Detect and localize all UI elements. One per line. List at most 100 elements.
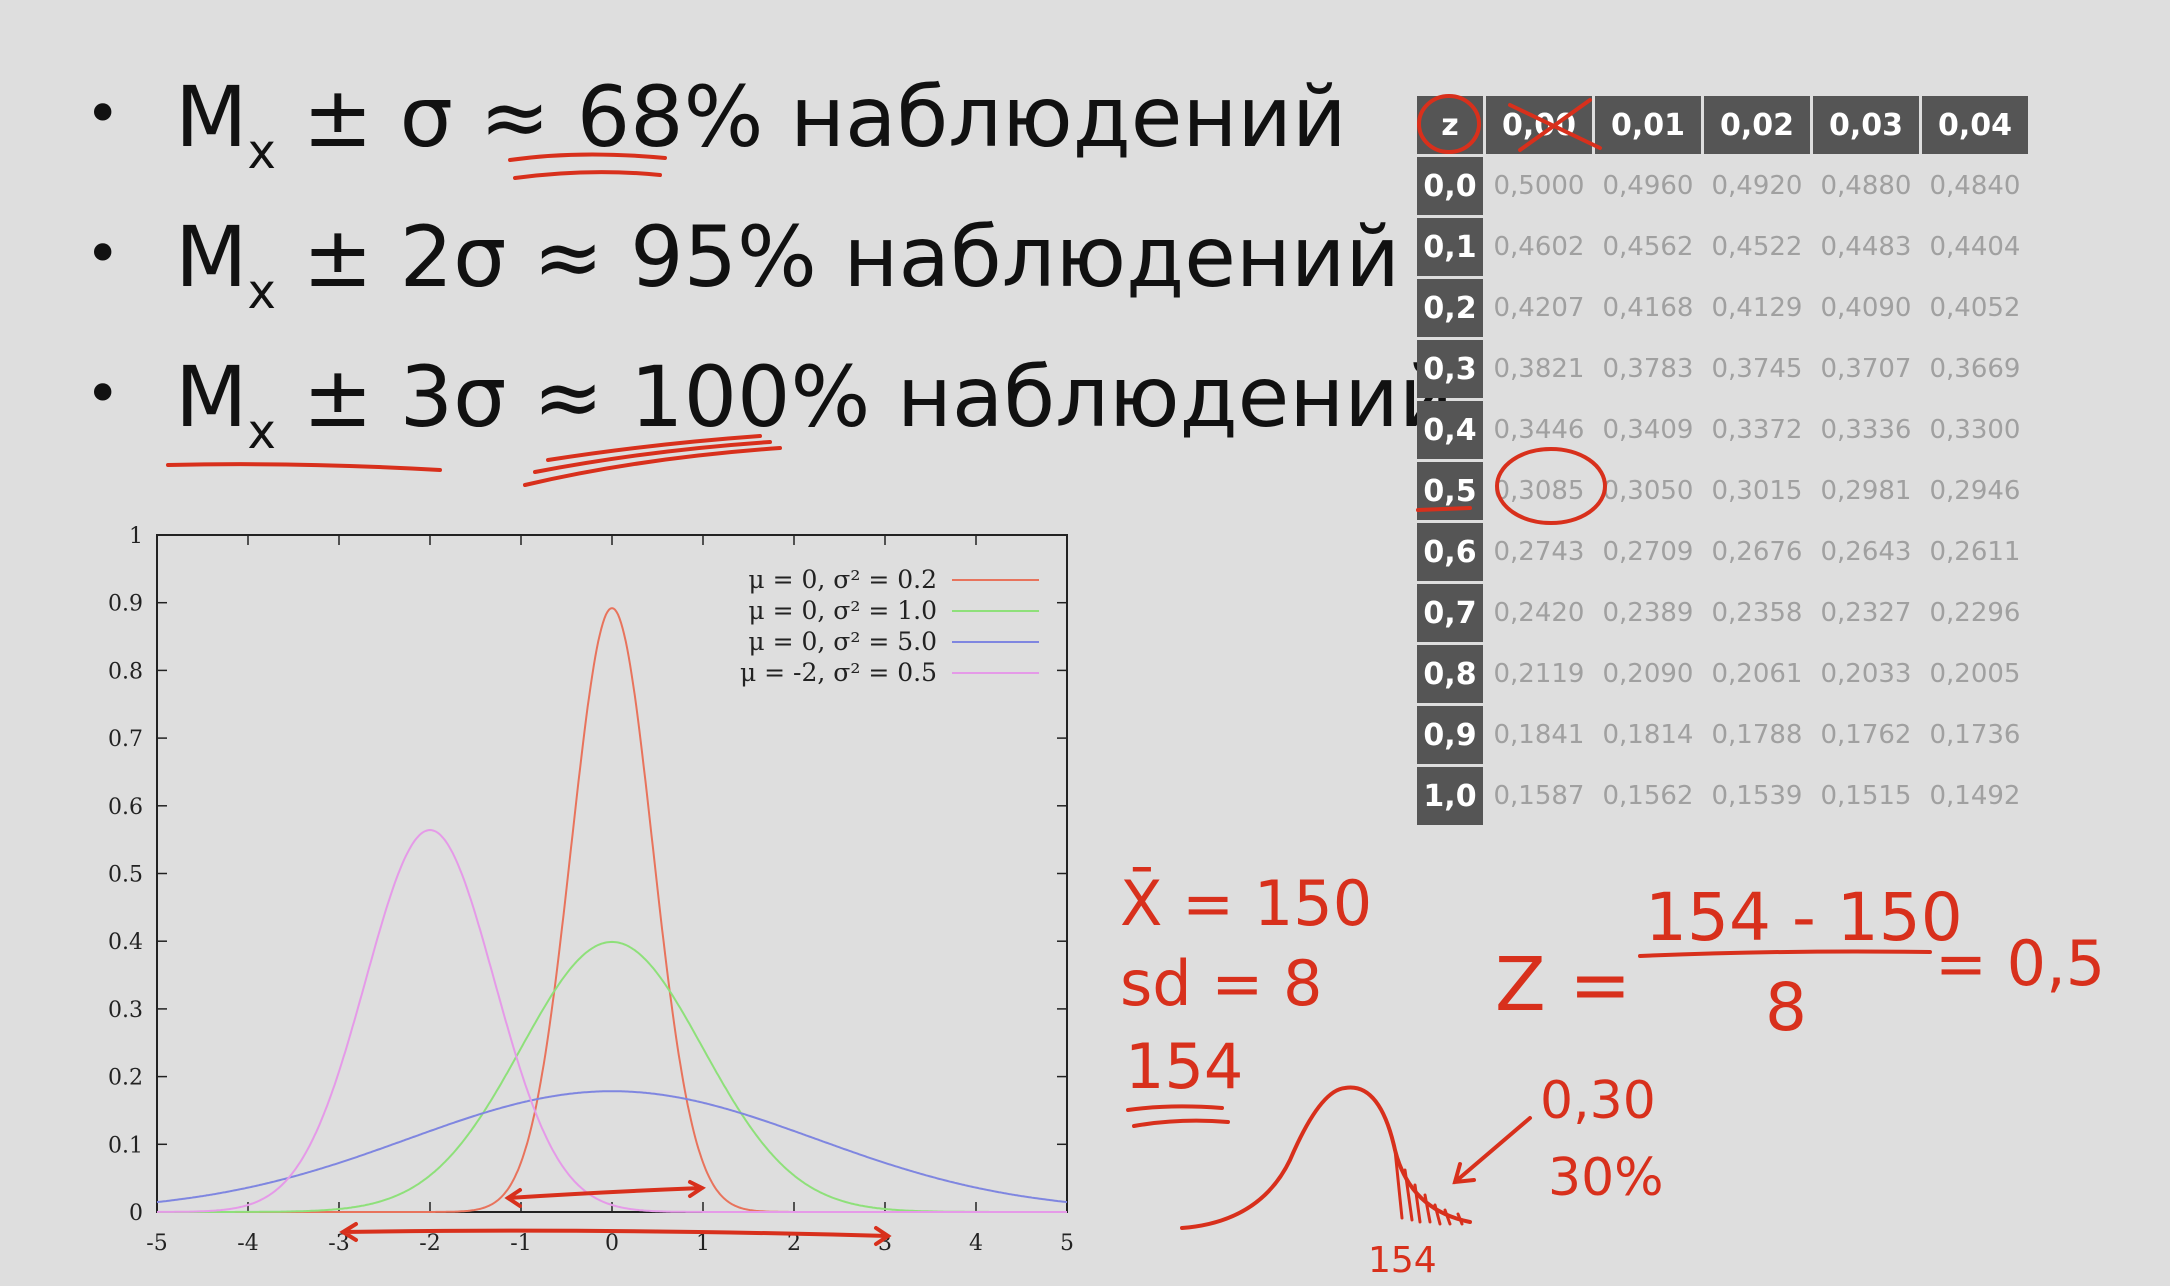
z-table-cell: 0,3336: [1820, 415, 1912, 445]
x-tick-label: 4: [969, 1231, 983, 1256]
z-table-cell: 0,1587: [1493, 781, 1585, 811]
cross-out-000: [1508, 98, 1602, 152]
x-tick-label: -5: [146, 1231, 167, 1256]
z-table-row: 0,9 0,1841 0,1814 0,1788 0,1762 0,1736: [1417, 706, 2028, 764]
z-table-row: 0,4 0,3446 0,3409 0,3372 0,3336 0,3300: [1417, 401, 2028, 459]
x-tick-label: -1: [510, 1231, 531, 1256]
z-table-cell: 0,3821: [1493, 354, 1585, 384]
series-line: [156, 828, 1067, 1213]
z-table-cell: 0,3707: [1820, 354, 1912, 384]
z-table-cell: 0,4602: [1493, 232, 1585, 262]
z-table-cell: 0,1788: [1711, 720, 1803, 750]
z-table-cell: 0,4522: [1711, 232, 1803, 262]
arrow-row: [1416, 506, 1472, 512]
x-tick-label: -2: [419, 1231, 440, 1256]
bullet-text-sub: x: [247, 124, 276, 180]
z-table-cell: 0,2676: [1711, 537, 1803, 567]
underline-mx3: [166, 462, 442, 472]
z-table-row: 0,8 0,2119 0,2090 0,2061 0,2033 0,2005: [1417, 645, 2028, 703]
circle-z: [1417, 94, 1481, 154]
z-table-row-header: 0,7: [1417, 584, 1483, 642]
bullet-2: • Mx ± 2σ ≈ 95% наблюдений: [85, 215, 1400, 316]
z-table-cell: 0,4840: [1929, 171, 2021, 201]
z-table-cell: 0,4207: [1493, 293, 1585, 323]
x-tick-label: -3: [328, 1231, 349, 1256]
legend-label: μ = -2, σ² = 0.5: [740, 658, 937, 687]
z-table-cell: 0,3669: [1929, 354, 2021, 384]
bell-sketch: [1180, 1085, 1472, 1230]
z-table-cell: 0,3372: [1711, 415, 1803, 445]
y-tick-label: 0.2: [108, 1066, 143, 1091]
z-table-cell: 0,2061: [1711, 659, 1803, 689]
series-line: [156, 1090, 1068, 1204]
z-table-cell: 0,1762: [1820, 720, 1912, 750]
z-table-cell: 0,4920: [1711, 171, 1803, 201]
z-table-cell: 0,3446: [1493, 415, 1585, 445]
z-table-cell: 0,2358: [1711, 598, 1803, 628]
hand-z-lhs: Z =: [1495, 942, 1631, 1028]
z-table-cell: 0,2743: [1493, 537, 1585, 567]
hand-xbar: X̄ = 150: [1120, 867, 1372, 940]
underline-68: [508, 152, 667, 180]
hand-p-decimal: 0,30: [1540, 1071, 1656, 1131]
z-table-row: 0,2 0,4207 0,4168 0,4129 0,4090 0,4052: [1417, 279, 2028, 337]
z-table-row-header: 0,6: [1417, 523, 1483, 581]
z-table-row-header: 0,4: [1417, 401, 1483, 459]
bullet-3: • Mx ± 3σ ≈ 100% наблюдений: [85, 355, 1453, 456]
y-tick-label: 0.9: [108, 592, 143, 617]
bullet-text-m: M: [175, 68, 248, 166]
z-table-cell: 0,3409: [1602, 415, 1694, 445]
z-table-cell: 0,5000: [1493, 171, 1585, 201]
y-tick-label: 0: [129, 1201, 143, 1226]
z-table-cell: 0,4562: [1602, 232, 1694, 262]
z-table-row: 0,6 0,2743 0,2709 0,2676 0,2643 0,2611: [1417, 523, 2028, 581]
bullet-dot: •: [85, 359, 121, 429]
z-table-row: 0,0 0,5000 0,4960 0,4920 0,4880 0,4840: [1417, 157, 2028, 215]
z-table-cell: 0,1562: [1602, 781, 1694, 811]
z-table-row-header: 0,8: [1417, 645, 1483, 703]
z-table-cell: 0,2709: [1602, 537, 1694, 567]
z-table-cell: 0,3300: [1929, 415, 2021, 445]
normal-distribution-chart: -5 -4 -3 -2 -1 0 1 2 3 4 500.10.20.30.40.50.60.70.…: [108, 524, 1074, 1256]
z-table-row-header: 0,9: [1417, 706, 1483, 764]
z-table-row-header: 0,0: [1417, 157, 1483, 215]
bullet-dot: •: [85, 219, 121, 289]
z-table-cell: 0,4483: [1820, 232, 1912, 262]
y-tick-label: 0.6: [108, 795, 143, 820]
z-table-cell: 0,1841: [1493, 720, 1585, 750]
hand-value: 154: [1125, 1030, 1243, 1103]
z-table-cell: 0,2327: [1820, 598, 1912, 628]
z-table-cell: 0,2643: [1820, 537, 1912, 567]
arrow-to-tail: [1452, 1116, 1532, 1185]
bullet-text-sub: x: [247, 404, 276, 460]
y-tick-label: 0.4: [108, 930, 143, 955]
bullet-text-m: M: [175, 348, 248, 446]
z-table-row-header: 0,1: [1417, 218, 1483, 276]
z-table-cell: 0,2296: [1929, 598, 2021, 628]
hand-p-percent: 30%: [1548, 1148, 1664, 1208]
bullet-text: ± σ ≈ 68% наблюдений: [275, 68, 1347, 166]
arrow-1sigma: [504, 1180, 706, 1208]
z-table-row-header: 1,0: [1417, 767, 1483, 825]
y-tick-label: 1: [129, 524, 143, 549]
tail-shading: [1393, 1148, 1464, 1226]
z-table-cell: 0,3085: [1493, 476, 1585, 506]
legend-label: μ = 0, σ² = 1.0: [748, 596, 937, 625]
hand-z-den: 8: [1765, 969, 1807, 1046]
underline-100: [523, 434, 782, 487]
z-table-cell: 0,4960: [1602, 171, 1694, 201]
z-table-cell: 0,4090: [1820, 293, 1912, 323]
x-tick-label: 0: [605, 1231, 619, 1256]
hand-z-result: = 0,5: [1935, 927, 2105, 1000]
z-table-cell: 0,2981: [1820, 476, 1912, 506]
z-table-row-header: 0,3: [1417, 340, 1483, 398]
z-table-row: 0,1 0,4602 0,4562 0,4522 0,4483 0,4404: [1417, 218, 2028, 276]
z-table-cell: 0,4129: [1711, 293, 1803, 323]
z-table-cell: 0,2420: [1493, 598, 1585, 628]
y-tick-label: 0.3: [108, 998, 143, 1023]
legend-label: μ = 0, σ² = 5.0: [748, 627, 937, 656]
z-table-cell: 0,2005: [1929, 659, 2021, 689]
bullet-1: • Mx ± σ ≈ 68% наблюдений: [85, 75, 1347, 176]
z-table-cell: 0,2611: [1929, 537, 2021, 567]
